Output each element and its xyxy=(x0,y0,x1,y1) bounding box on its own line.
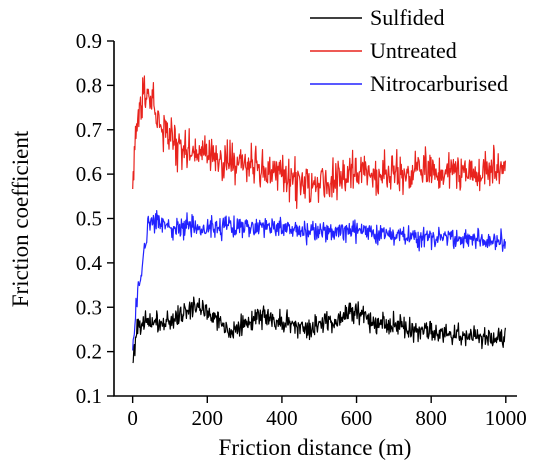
x-tick-label: 800 xyxy=(415,406,447,430)
legend-label: Sulfided xyxy=(370,5,445,30)
y-tick-label: 0.2 xyxy=(76,340,102,364)
y-axis-ticks: 0.1 0.2 0.3 0.4 0.5 0.6 0.7 0.8 0.9 xyxy=(76,29,114,408)
x-tick-label: 1000 xyxy=(485,406,527,430)
y-tick-label: 0.4 xyxy=(76,251,103,275)
legend-label: Nitrocarburised xyxy=(370,71,508,96)
x-axis-title: Friction distance (m) xyxy=(219,435,412,460)
x-tick-label: 600 xyxy=(341,406,373,430)
x-tick-label: 400 xyxy=(266,406,298,430)
x-tick-label: 200 xyxy=(192,406,224,430)
series-line-sulfided xyxy=(132,296,506,364)
legend: Sulfided Untreated Nitrocarburised xyxy=(310,5,508,96)
y-tick-label: 0.7 xyxy=(76,118,102,142)
y-tick-label: 0.6 xyxy=(76,162,102,186)
y-tick-label: 0.3 xyxy=(76,295,102,319)
y-tick-label: 0.5 xyxy=(76,207,102,231)
y-axis-title: Friction coefficient xyxy=(8,130,33,307)
x-axis-ticks: 0 200 400 600 800 1000 xyxy=(127,396,527,430)
series-line-untreated xyxy=(132,75,506,209)
y-tick-label: 0.1 xyxy=(76,384,102,408)
x-tick-label: 0 xyxy=(127,406,138,430)
y-tick-label: 0.9 xyxy=(76,29,102,53)
y-tick-label: 0.8 xyxy=(76,73,102,97)
legend-label: Untreated xyxy=(370,38,457,63)
series-layer xyxy=(132,75,506,364)
series-line-nitrocarburised xyxy=(132,210,506,351)
